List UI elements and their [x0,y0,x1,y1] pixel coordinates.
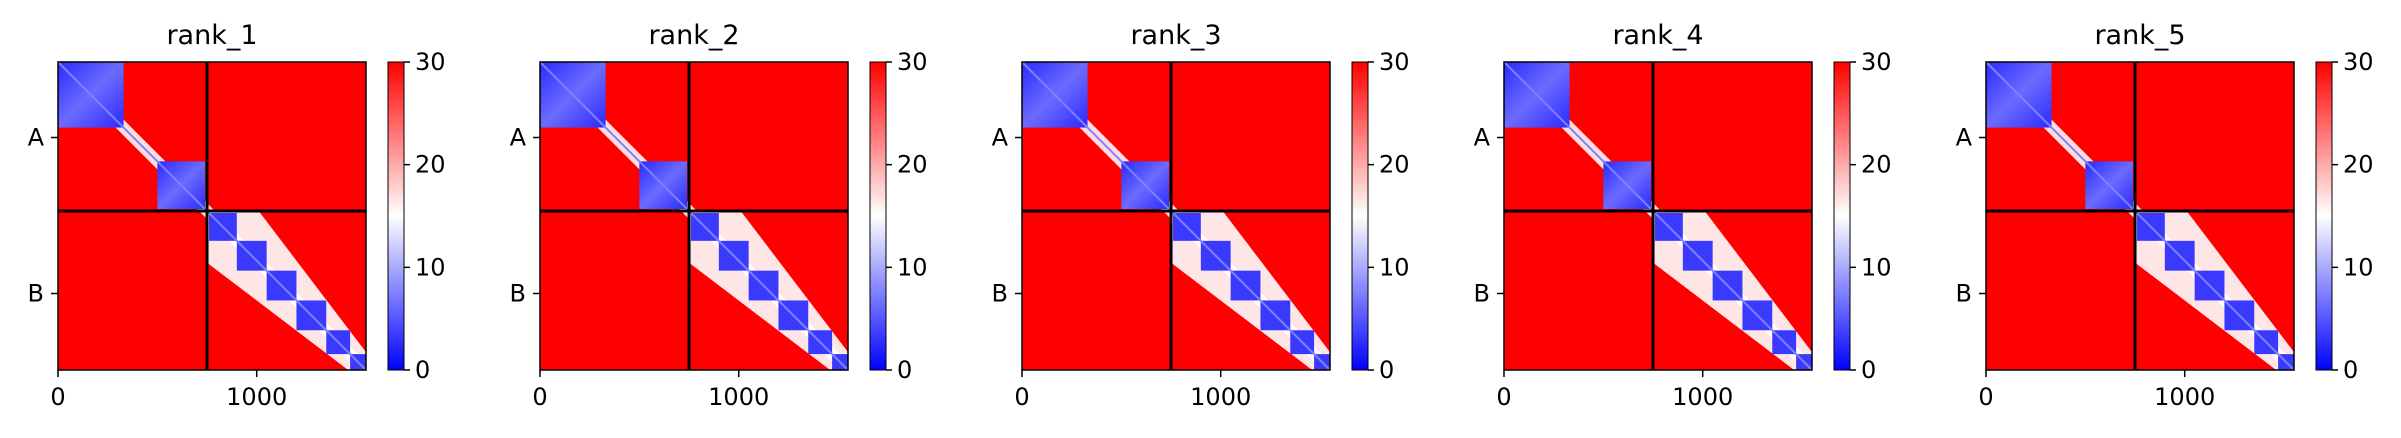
colorbar-tick-label: 30 [1861,48,1892,76]
colorbar [1833,61,1851,371]
y-tick-label: B [28,279,44,307]
panel-title: rank_3 [1130,20,1221,51]
y-tick-label: A [510,124,527,152]
colorbar-tick-label: 20 [897,151,928,179]
colorbar-tick-label: 10 [415,253,446,281]
x-tick-label: 0 [1978,383,1993,411]
heatmap-panel-4: rank_4 0 1000 A B 0 10 20 30 [1474,20,1892,411]
diagonal-line [1021,61,1331,371]
colorbar-tick-label: 10 [897,253,928,281]
colorbar-tick-label: 0 [415,356,430,384]
colorbar-tick-label: 10 [1379,253,1410,281]
x-tick-label: 1000 [708,383,769,411]
colorbar [1351,61,1369,371]
colorbar-tick-label: 10 [1861,253,1892,281]
colorbar-tick-label: 20 [2343,151,2374,179]
heatmap-panel-5: rank_5 0 1000 A B 0 10 20 30 [1956,20,2374,411]
panel-title: rank_1 [166,20,257,51]
colorbar-tick-label: 20 [415,151,446,179]
x-tick-label: 1000 [1190,383,1251,411]
plot-frame [1021,61,1331,371]
y-tick-label: B [510,279,526,307]
y-tick-label: B [992,279,1008,307]
colorbar-tick-label: 30 [1379,48,1410,76]
colorbar-tick-label: 30 [2343,48,2374,76]
plot-frame [1503,61,1813,371]
heatmap-panel-3: rank_3 0 1000 A B 0 10 20 30 [992,20,1410,411]
diagonal-line [57,61,367,371]
colorbar-tick-label: 0 [2343,356,2358,384]
colorbar-tick-label: 0 [897,356,912,384]
plot-frame [57,61,367,371]
colorbar-tick-label: 30 [415,48,446,76]
y-tick-label: A [1956,124,1973,152]
x-tick-label: 0 [1496,383,1511,411]
diagonal-line [539,61,849,371]
x-tick-label: 1000 [2154,383,2215,411]
x-tick-label: 1000 [1672,383,1733,411]
panel-title: rank_2 [648,20,739,51]
plot-frame [1985,61,2295,371]
colorbar-tick-label: 30 [897,48,928,76]
y-tick-label: B [1956,279,1972,307]
x-tick-label: 1000 [226,383,287,411]
colorbar [387,61,405,371]
colorbar-tick-label: 10 [2343,253,2374,281]
colorbar-tick-label: 20 [1379,151,1410,179]
x-tick-label: 0 [50,383,65,411]
colorbar-tick-label: 0 [1379,356,1394,384]
y-tick-label: B [1474,279,1490,307]
colorbar-tick-label: 0 [1861,356,1876,384]
x-tick-label: 0 [1014,383,1029,411]
y-tick-label: A [28,124,45,152]
colorbar-tick-label: 20 [1861,151,1892,179]
diagonal-line [1985,61,2295,371]
panel-title: rank_5 [2094,20,2185,51]
colorbar [2315,61,2333,371]
plot-frame [539,61,849,371]
heatmap-panel-1: rank_1 0 1000 A B 0 10 20 30 [28,20,446,411]
colorbar [869,61,887,371]
diagonal-line [1503,61,1813,371]
y-tick-label: A [1474,124,1491,152]
x-tick-label: 0 [532,383,547,411]
panel-title: rank_4 [1612,20,1703,51]
y-tick-label: A [992,124,1009,152]
heatmap-panel-2: rank_2 0 1000 A B 0 10 20 30 [510,20,928,411]
